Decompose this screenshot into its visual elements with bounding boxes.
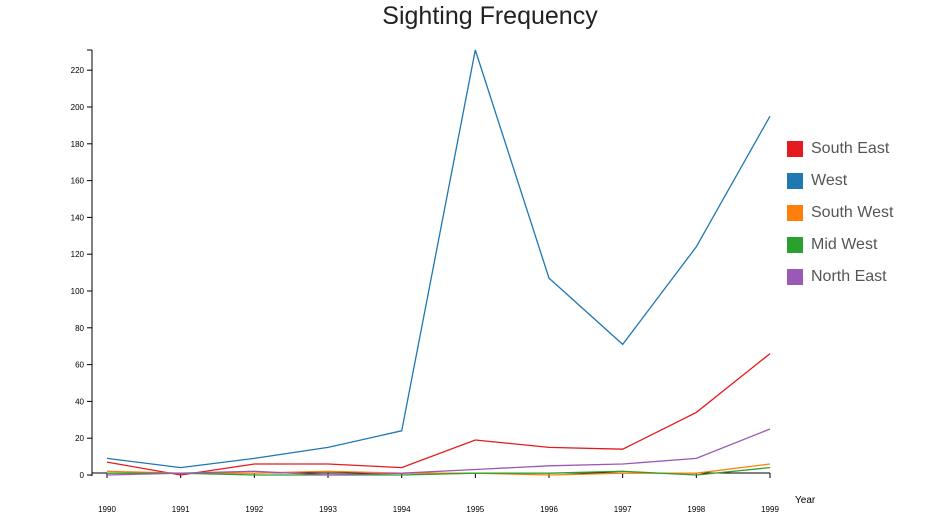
legend-swatch [787,205,803,221]
legend-item: North East [787,261,893,293]
x-tick-label: 1994 [393,505,411,514]
y-axis: 0 20 40 60 80 100 120 140 160 180 200 220 [71,49,93,480]
series-lines [106,49,771,476]
y-tick-label: 180 [71,140,85,149]
x-tick-label: 1990 [98,505,116,514]
legend: South East West South West Mid West North Ea… [787,133,893,293]
y-tick-label: 60 [75,361,84,370]
y-tick-label: 160 [71,177,85,186]
legend-label: South East [811,140,890,157]
series-line-south-east [106,353,771,476]
chart-title: Sighting Frequency [382,2,598,30]
y-tick-label: 220 [71,66,85,75]
legend-item: South West [787,197,893,229]
x-tick-label: 1992 [245,505,263,514]
legend-label: South West [811,204,894,221]
legend-item: West [787,165,893,197]
series-line-mid-west [107,466,771,476]
x-axis: 1990 1991 1992 1993 1994 1995 1996 1997 1998 1999 [92,472,779,514]
series-line-west [106,49,771,469]
legend-swatch [787,141,803,157]
legend-label: Mid West [811,236,878,253]
y-tick-label: 100 [71,287,85,296]
y-tick-label: 140 [71,213,85,222]
x-tick-label: 1998 [687,505,705,514]
x-tick-label: 1995 [466,505,484,514]
x-tick-label: 1999 [761,505,779,514]
legend-item: South East [787,133,893,165]
legend-swatch [787,237,803,253]
x-tick-label: 1996 [540,505,558,514]
y-tick-label: 40 [75,397,84,406]
legend-label: West [811,172,848,189]
y-tick-label: 80 [75,324,84,333]
x-axis-title: Year [795,495,816,506]
y-tick-label: 0 [80,471,85,480]
legend-item: Mid West [787,229,893,261]
y-tick-label: 200 [71,103,85,112]
x-tick-label: 1997 [614,505,632,514]
legend-label: North East [811,268,887,285]
legend-swatch [787,173,803,189]
y-tick-label: 120 [71,250,85,259]
x-tick-label: 1993 [319,505,337,514]
y-tick-label: 20 [75,434,84,443]
x-tick-label: 1991 [172,505,190,514]
legend-swatch [787,269,803,285]
series-line-north-east [106,428,771,476]
